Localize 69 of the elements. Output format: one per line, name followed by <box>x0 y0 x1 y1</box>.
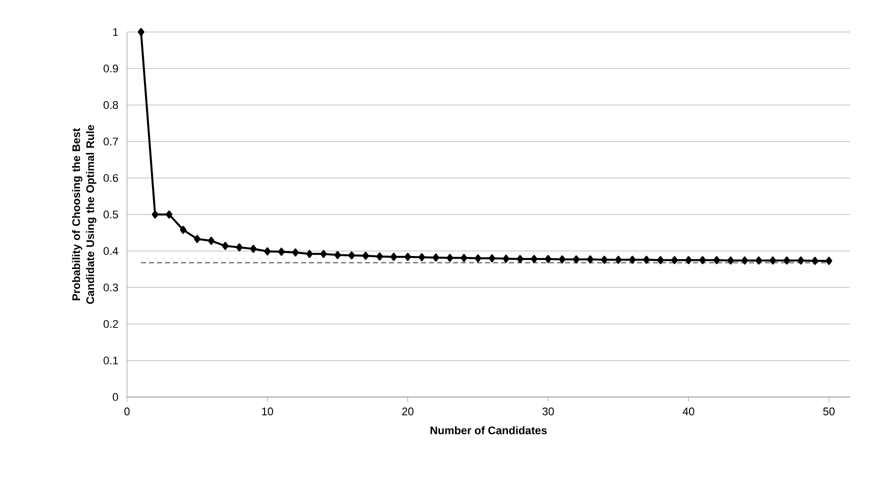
point <box>250 244 257 253</box>
point <box>138 28 144 36</box>
point <box>222 242 229 250</box>
point <box>152 210 158 218</box>
x-tick-label: 30 <box>542 408 554 416</box>
point <box>418 253 426 262</box>
point <box>516 255 524 264</box>
point <box>699 256 706 264</box>
point <box>643 256 650 264</box>
point <box>474 254 482 262</box>
x-axis-title: Number of Candidates <box>430 426 547 434</box>
point <box>166 210 172 218</box>
point <box>460 254 468 262</box>
point <box>601 256 608 264</box>
point <box>770 256 776 264</box>
y-tick-label: 0.6 <box>104 174 118 182</box>
point <box>404 252 412 261</box>
point <box>292 248 299 256</box>
point <box>502 254 510 263</box>
y-tick-label: 0.8 <box>104 101 118 109</box>
point <box>236 243 243 252</box>
point <box>826 256 832 265</box>
point <box>432 254 440 262</box>
point <box>306 250 313 258</box>
x-tick-label: 40 <box>682 408 694 416</box>
point <box>530 255 538 264</box>
point <box>756 256 762 264</box>
point <box>727 256 734 264</box>
point <box>194 234 200 243</box>
y-tick-label: 1 <box>113 28 118 36</box>
x-tick-label: 0 <box>124 408 130 416</box>
point <box>264 247 271 256</box>
point <box>390 252 397 261</box>
y-axis-title: Probability of Choosing the Best Candidate Using the Optimal Rule <box>72 125 96 304</box>
y-tick-label: 0.3 <box>104 284 118 292</box>
y-tick-label: 0.9 <box>104 64 118 72</box>
point <box>334 251 341 260</box>
point <box>348 251 355 260</box>
point <box>812 256 818 265</box>
point <box>573 255 580 264</box>
x-tick-label: 50 <box>823 408 835 416</box>
point <box>544 255 552 264</box>
y-tick-label: 0.4 <box>104 247 118 255</box>
point <box>587 255 594 264</box>
y-tick-label: 0.2 <box>104 320 118 328</box>
point <box>362 252 369 260</box>
point <box>320 250 327 258</box>
point <box>713 256 720 264</box>
y-tick-label: 0.5 <box>104 210 118 218</box>
point <box>685 256 692 264</box>
point <box>278 248 285 256</box>
point <box>376 252 383 260</box>
point <box>798 256 804 264</box>
x-tick-label: 10 <box>262 408 274 416</box>
point <box>657 256 664 264</box>
y-tick-label: 0.1 <box>104 356 118 364</box>
point <box>558 255 566 264</box>
point <box>615 256 622 264</box>
point <box>446 254 454 262</box>
x-tick-label: 20 <box>402 408 414 416</box>
y-tick-label: 0 <box>112 393 118 401</box>
point <box>488 254 496 262</box>
point <box>671 256 678 264</box>
point <box>629 256 636 264</box>
point <box>741 256 748 264</box>
point <box>784 256 790 264</box>
point <box>208 236 214 245</box>
point <box>180 226 186 234</box>
y-tick-label: 0.7 <box>104 138 118 146</box>
